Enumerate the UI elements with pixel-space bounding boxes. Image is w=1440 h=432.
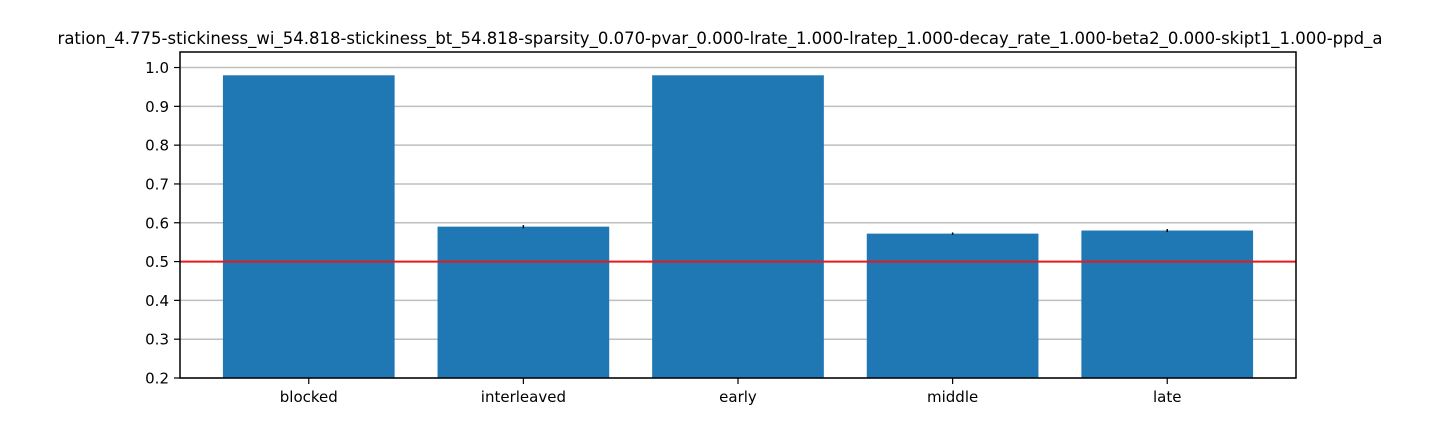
x-tick-label: middle (927, 388, 978, 406)
y-tick-label: 1.0 (145, 59, 169, 77)
y-axis: 0.2 0.3 0.4 0.5 0.6 0.7 0.8 0.9 1.0 (145, 59, 180, 388)
x-tick-label: interleaved (481, 388, 566, 406)
y-tick-label: 0.2 (145, 370, 169, 388)
x-tick-label: blocked (280, 388, 338, 406)
x-tick-label: early (719, 388, 757, 406)
bar-early (652, 75, 824, 379)
y-tick-label: 0.3 (145, 331, 169, 349)
x-axis: blocked interleaved early middle late (280, 378, 1181, 406)
bar-middle (866, 233, 1039, 378)
y-tick-label: 0.5 (145, 253, 169, 271)
y-tick-label: 0.6 (145, 214, 169, 232)
bar-late (1081, 230, 1254, 378)
bar-blocked (222, 75, 395, 379)
bars (222, 75, 1254, 379)
y-tick-label: 0.4 (145, 292, 169, 310)
chart-title: ration_4.775-stickiness_wi_54.818-sticki… (57, 29, 1383, 48)
y-tick-label: 0.7 (145, 175, 169, 193)
x-tick-label: late (1153, 388, 1181, 406)
bar-interleaved (437, 226, 610, 378)
y-tick-label: 0.9 (145, 98, 169, 116)
y-tick-label: 0.8 (145, 137, 169, 155)
